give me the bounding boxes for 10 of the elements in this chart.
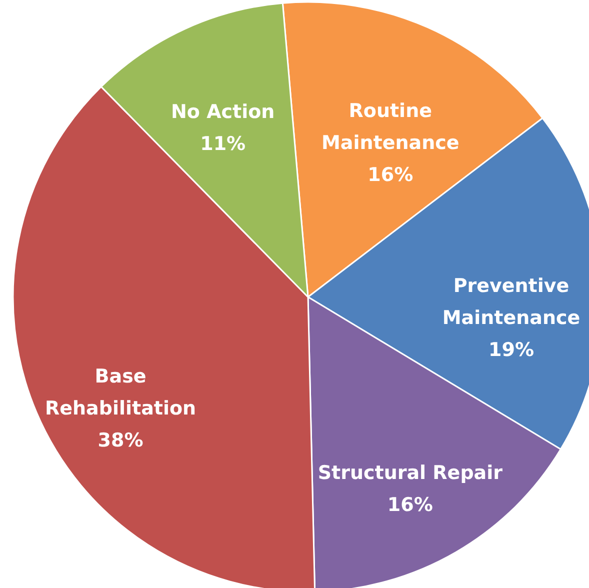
data-label: 11% <box>200 133 246 156</box>
slice-label: No Action <box>170 101 275 124</box>
slice-label: Base Rehabilitation <box>44 365 196 420</box>
data-label: 16% <box>387 494 433 516</box>
data-label: 16% <box>368 164 414 186</box>
slice-label: Structural Repair <box>318 462 504 484</box>
slice-label: Routine Maintenance <box>321 100 460 154</box>
data-label: 38% <box>98 429 144 452</box>
data-label: 19% <box>488 338 534 361</box>
slice-label: Preventive Maintenance <box>442 274 580 329</box>
